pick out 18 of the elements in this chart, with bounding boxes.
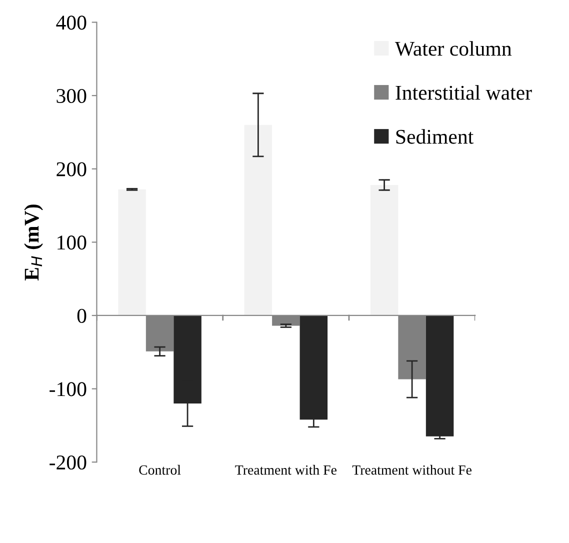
- y-tick-label: -100: [50, 382, 86, 396]
- bar: [244, 124, 272, 316]
- y-tick-label: 200: [56, 162, 86, 176]
- y-axis-title: E$_{H}$ (mV): [24, 204, 43, 280]
- legend-label: Sediment: [396, 129, 474, 144]
- bar: [370, 185, 398, 316]
- y-tick-label: 0: [77, 308, 86, 323]
- x-tick-label: Treatment without Fe: [352, 464, 472, 475]
- y-tick-label: 300: [56, 88, 86, 103]
- bar: [118, 189, 146, 316]
- bar: [426, 315, 454, 436]
- y-tick-label: 400: [56, 16, 86, 30]
- legend-label: Interstitial water: [396, 85, 532, 100]
- y-tick-label: 100: [58, 236, 86, 250]
- y-tick-label: -200: [50, 455, 86, 470]
- x-tick-label: Control: [139, 464, 181, 475]
- x-tick-label: Treatment with Fe: [235, 464, 336, 475]
- legend-label: Water column: [394, 41, 512, 56]
